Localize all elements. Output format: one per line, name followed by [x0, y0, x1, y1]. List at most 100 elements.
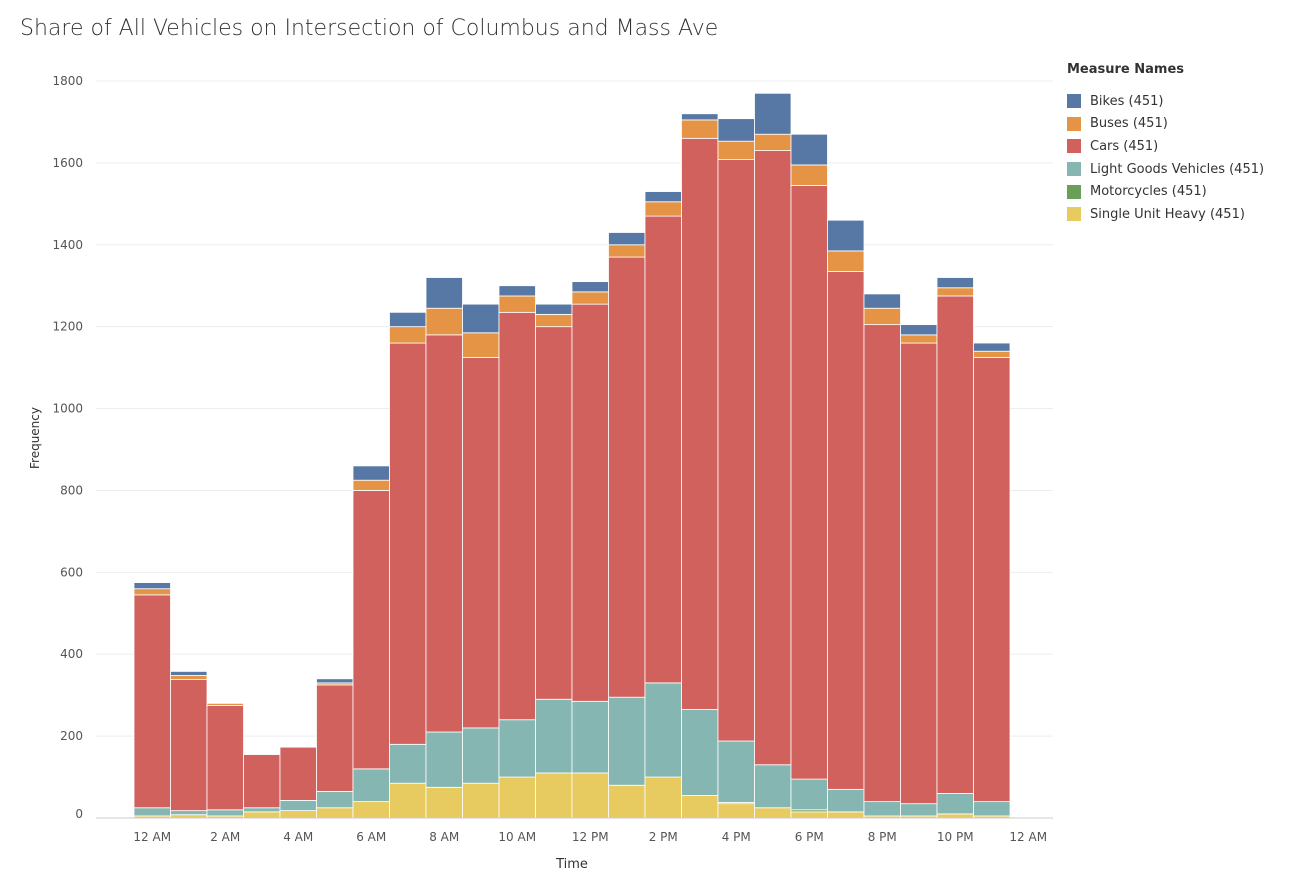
bar-segment — [133, 807, 171, 817]
bar-segment — [279, 746, 317, 801]
y-tick-label: 1400 — [52, 238, 83, 252]
bar-segment — [681, 709, 719, 796]
bar-segment — [608, 244, 646, 258]
bar-segment — [498, 295, 536, 313]
bar-segment — [462, 356, 500, 729]
bar-segment — [352, 479, 390, 491]
bar-segment — [352, 490, 390, 770]
bar-segment — [535, 698, 573, 774]
bar-segment — [498, 285, 536, 297]
legend-item[interactable]: Single Unit Heavy (451) — [1067, 203, 1264, 226]
bar-segment — [425, 277, 463, 309]
legend-label: Cars (451) — [1090, 138, 1159, 154]
bar-segment — [900, 334, 938, 344]
x-tick-label: 6 PM — [795, 830, 824, 844]
bar-segment — [279, 799, 317, 812]
bar-segment — [681, 119, 719, 139]
legend-swatch — [1067, 116, 1081, 131]
bar-segment — [608, 256, 646, 698]
bar-segment — [462, 782, 500, 819]
bar-segment — [133, 582, 171, 590]
x-tick-label: 12 PM — [572, 830, 609, 844]
bar-segment — [389, 782, 427, 819]
bar-segment — [936, 295, 974, 794]
x-axis-label: Time — [555, 857, 588, 872]
bar-segment — [316, 790, 354, 809]
legend-item[interactable]: Buses (451) — [1067, 113, 1264, 136]
bar-segment — [973, 342, 1011, 352]
bar-segment — [790, 185, 828, 780]
y-tick-label: 1200 — [52, 320, 83, 334]
chart-title: Share of All Vehicles on Intersection of… — [20, 16, 719, 41]
legend-label: Buses (451) — [1090, 116, 1168, 132]
bar-segment — [279, 810, 317, 819]
y-tick-label: 400 — [60, 647, 83, 661]
bar-segment — [462, 303, 500, 334]
bar-segment — [462, 727, 500, 784]
x-tick-label: 12 AM — [133, 830, 171, 844]
bar-segment — [498, 311, 536, 721]
legend-label: Motorcycles (451) — [1090, 184, 1207, 200]
bar-segment — [170, 671, 208, 676]
legend: Bikes (451) Buses (451) Cars (451) Light Go… — [1067, 90, 1264, 226]
bar-segment — [936, 277, 974, 289]
bar-segment — [644, 682, 682, 778]
legend-item[interactable]: Cars (451) — [1067, 135, 1264, 158]
bar-segment — [425, 334, 463, 733]
bar-segment — [535, 326, 573, 700]
bars — [133, 92, 1011, 819]
bar-segment — [936, 813, 974, 819]
bar-segment — [170, 679, 208, 812]
bar-segment — [863, 324, 901, 803]
legend-label: Single Unit Heavy (451) — [1090, 206, 1245, 222]
bar-segment — [936, 793, 974, 815]
bar-segment — [243, 807, 281, 813]
bar-segment — [717, 740, 755, 803]
y-axis-ticks: 0 200 400 600 800 1000 1200 1400 1600 1800 — [52, 74, 83, 821]
bar-segment — [206, 705, 244, 811]
x-tick-label: 10 PM — [937, 830, 974, 844]
bar-segment — [681, 113, 719, 121]
bar-segment — [608, 784, 646, 819]
bar-segment — [316, 807, 354, 819]
bar-segment — [644, 201, 682, 217]
bar-segment — [571, 291, 609, 305]
bar-segment — [571, 772, 609, 819]
legend-swatch — [1067, 184, 1081, 199]
bar-segment — [571, 303, 609, 702]
bar-segment — [644, 215, 682, 684]
bar-segment — [827, 250, 865, 272]
bar-segment — [973, 356, 1011, 803]
bar-segment — [717, 118, 755, 142]
bar-segment — [571, 281, 609, 293]
bar-segment — [206, 809, 244, 817]
bar-segment — [389, 743, 427, 784]
legend-item[interactable]: Motorcycles (451) — [1067, 180, 1264, 203]
bar-segment — [827, 788, 865, 813]
bar-segment — [681, 137, 719, 710]
bar-segment — [389, 326, 427, 344]
legend-label: Bikes (451) — [1090, 93, 1164, 109]
bar-segment — [790, 133, 828, 166]
bar-segment — [243, 754, 281, 809]
bar-segment — [900, 803, 938, 817]
legend-item[interactable]: Bikes (451) — [1067, 90, 1264, 113]
y-tick-label: 1000 — [52, 402, 83, 416]
bar-segment — [644, 776, 682, 819]
bar-segment — [133, 588, 171, 596]
bar-segment — [717, 803, 755, 819]
legend-item[interactable]: Light Goods Vehicles (451) — [1067, 158, 1264, 181]
bar-segment — [900, 342, 938, 805]
bar-segment — [790, 811, 828, 819]
y-axis-label: Frequency — [28, 407, 42, 469]
bar-segment — [608, 232, 646, 246]
x-tick-label: 8 PM — [868, 830, 897, 844]
y-tick-label: 0 — [75, 807, 83, 821]
y-tick-label: 1800 — [52, 74, 83, 88]
x-tick-label: 10 AM — [498, 830, 536, 844]
bar-segment — [936, 287, 974, 297]
bar-segment — [608, 696, 646, 786]
legend-title: Measure Names — [1067, 62, 1185, 77]
bar-segment — [170, 810, 208, 816]
legend-swatch — [1067, 207, 1081, 222]
